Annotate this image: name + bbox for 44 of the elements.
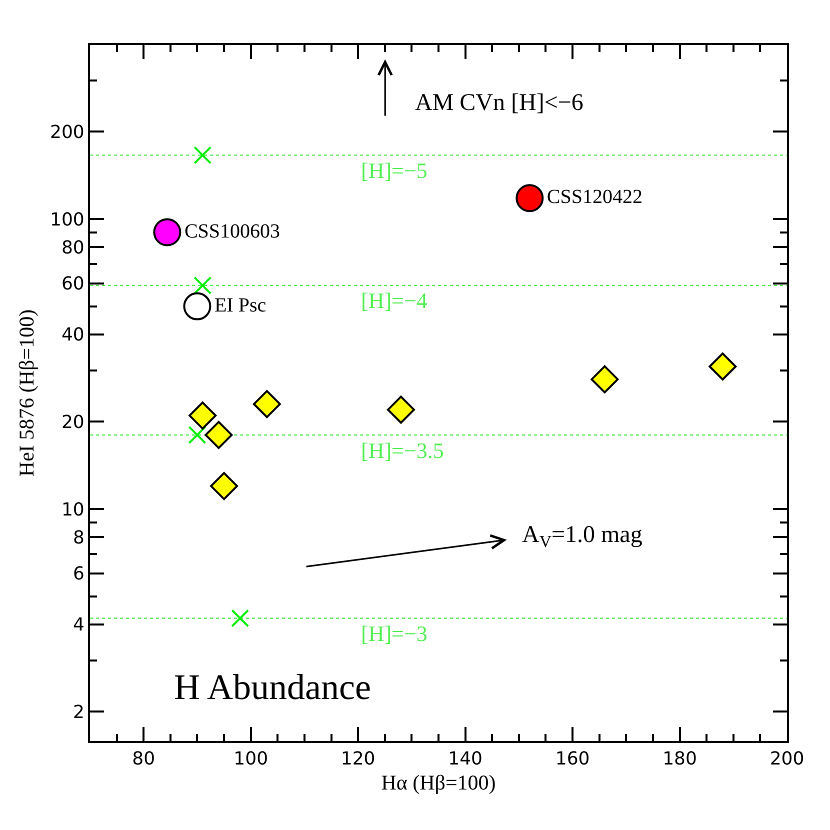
- y-tick-label: 2: [72, 702, 84, 724]
- series-label: EI Psc: [214, 294, 266, 316]
- annotation: H Abundance: [174, 667, 371, 707]
- x-tick-label: 80: [132, 748, 156, 770]
- point: [204, 420, 233, 449]
- series-label: [H]=−5: [361, 158, 428, 183]
- y-tick-label: 4: [72, 614, 84, 636]
- x-tick-label: 140: [448, 748, 482, 770]
- x-tick-label: 180: [662, 748, 697, 770]
- point: [590, 365, 619, 394]
- point: [210, 472, 238, 500]
- point: [153, 218, 182, 246]
- series-label: [H]=−4: [361, 288, 428, 313]
- x-tick-label: 160: [555, 748, 590, 770]
- point: [386, 396, 415, 424]
- series-label: [H]=−3: [361, 621, 428, 646]
- series-label: [H]=−3.5: [361, 438, 444, 463]
- y-tick-label: 100: [50, 209, 84, 230]
- point: [183, 292, 212, 320]
- x-tick-label: 100: [234, 748, 268, 770]
- point: [188, 426, 206, 444]
- series-label: CSS100603: [184, 220, 280, 242]
- y-tick-label: 10: [61, 499, 84, 520]
- point: [194, 276, 212, 294]
- series-label: CSS120422: [546, 186, 642, 208]
- point: [252, 390, 281, 418]
- y-tick-label: 60: [61, 274, 84, 295]
- y-tick-label: 20: [61, 412, 84, 433]
- x-tick-label: 200: [770, 748, 804, 770]
- point: [188, 402, 217, 430]
- point: [516, 184, 544, 212]
- y-tick-label: 8: [72, 527, 84, 548]
- y-tick-label: 40: [61, 324, 84, 346]
- x-axis-title: Hα (Hβ=100): [381, 770, 496, 794]
- point: [194, 146, 212, 164]
- y-tick-label: 80: [61, 237, 84, 258]
- point: [708, 352, 737, 381]
- y-tick-label: 6: [72, 564, 84, 585]
- annotation: AM CVn [H]<−6: [415, 90, 584, 116]
- y-tick-label: 200: [50, 122, 84, 143]
- point: [231, 609, 250, 628]
- annotation: A$_{V}$=1.0 mag: [522, 522, 642, 552]
- x-tick-label: 120: [340, 748, 376, 770]
- y-axis-title: HeI 5876 (Hβ=100): [14, 309, 39, 477]
